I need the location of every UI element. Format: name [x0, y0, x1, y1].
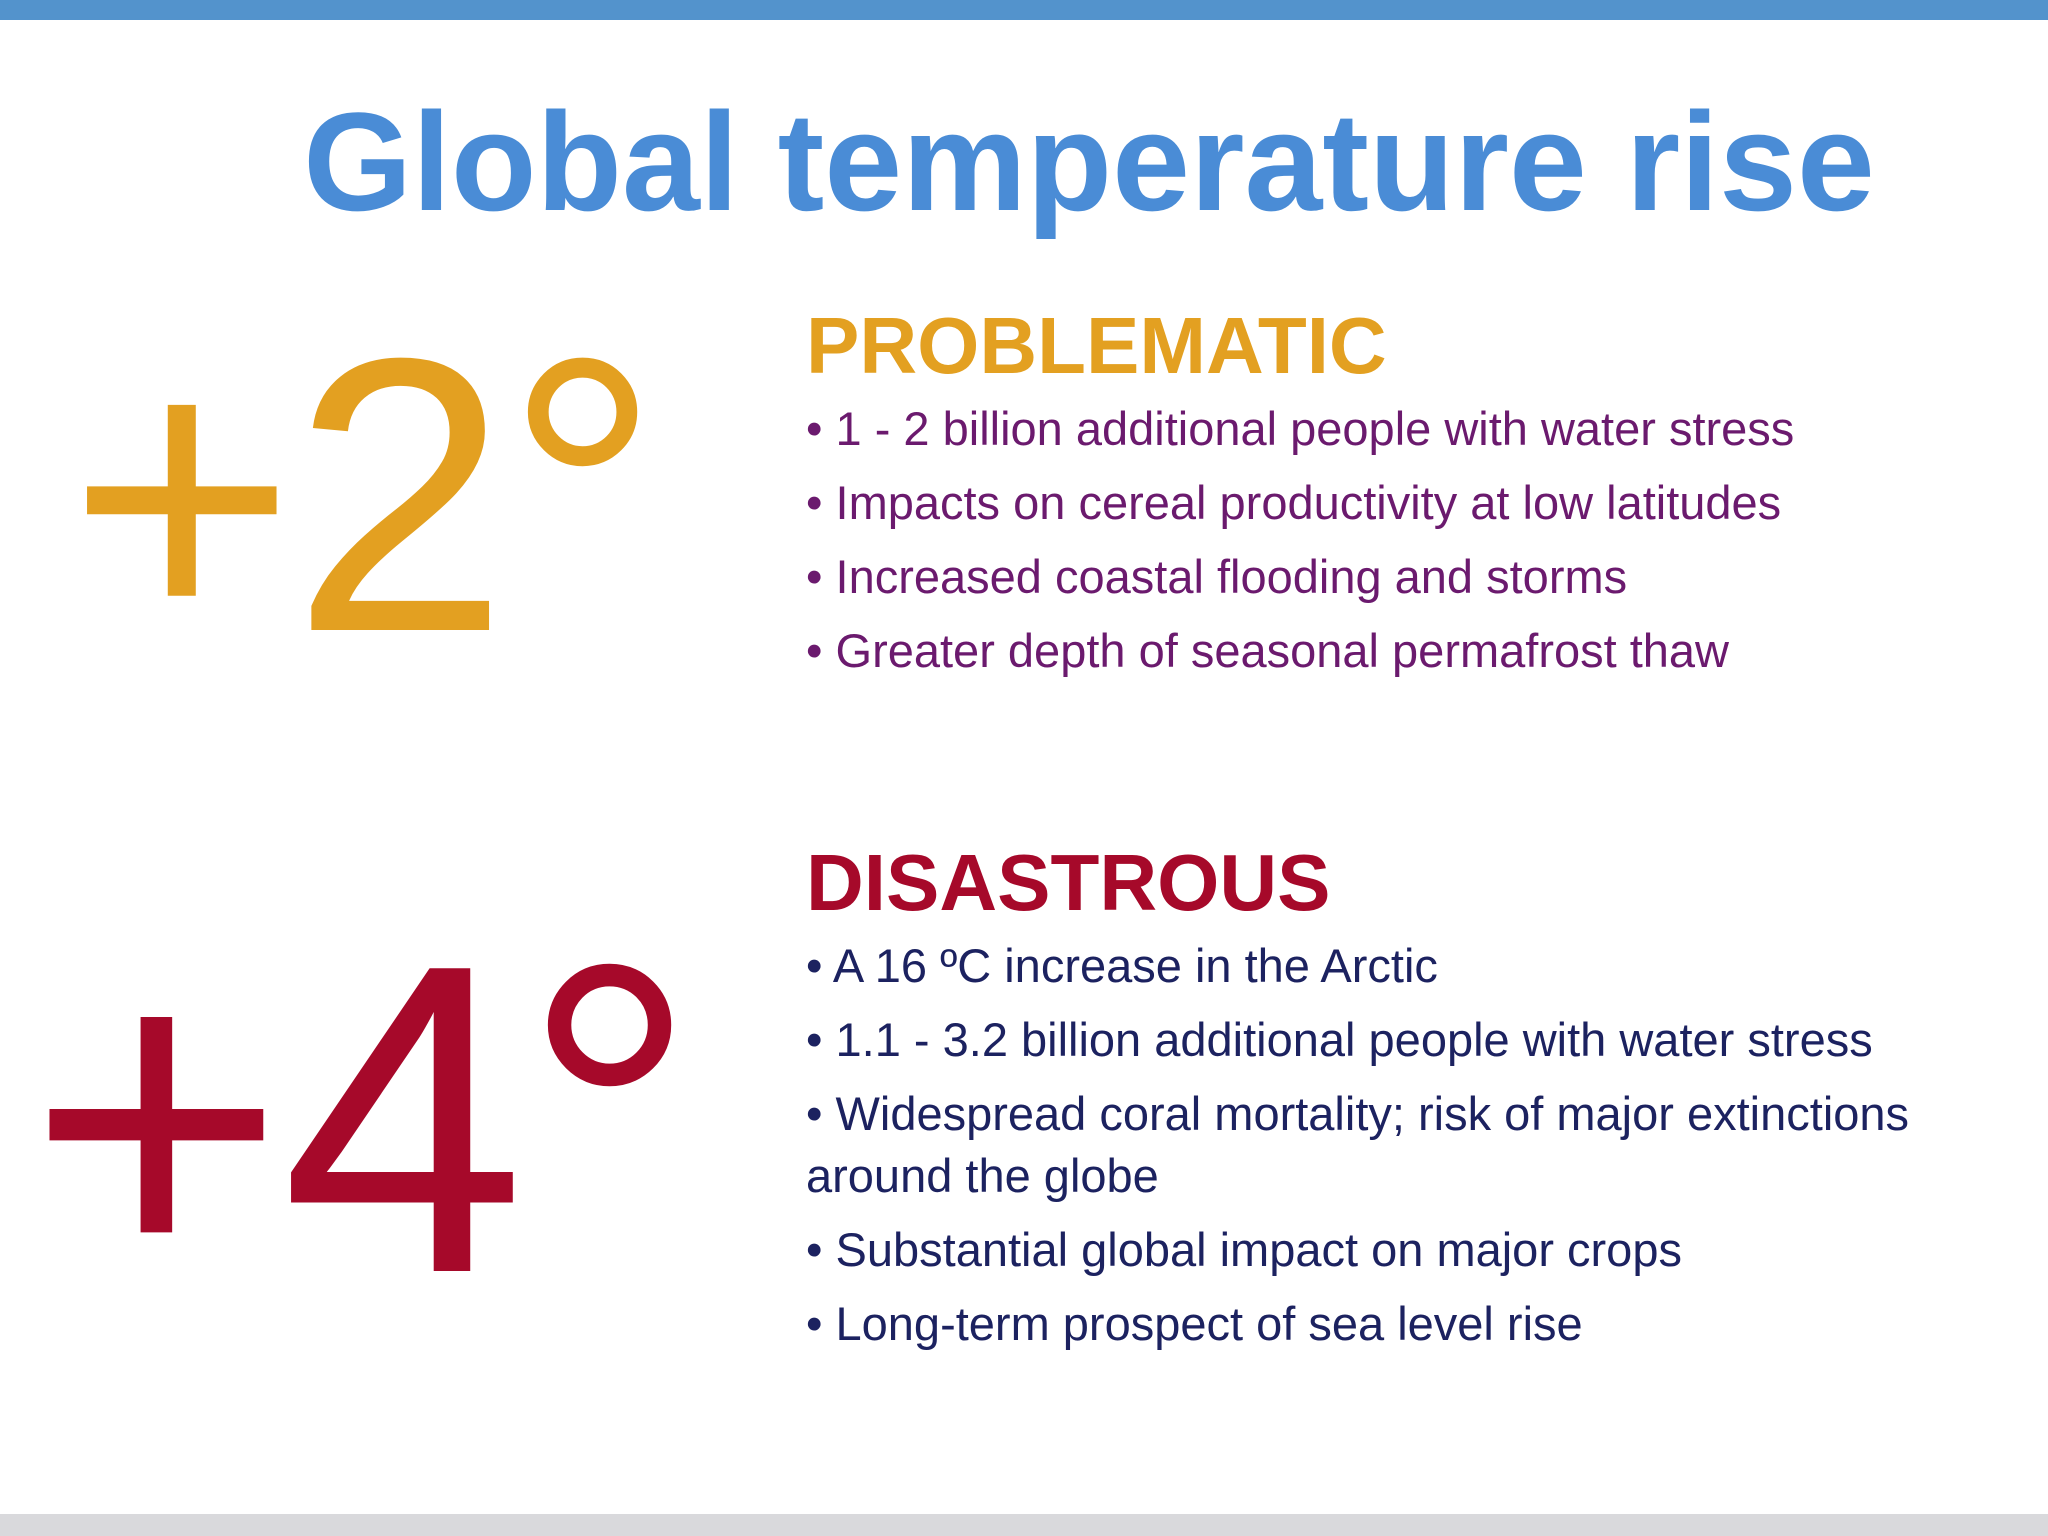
list-item: • Long-term prospect of sea level rise — [806, 1297, 1583, 1350]
problematic-heading: PROBLEMATIC — [806, 301, 1387, 390]
disastrous-heading: DISASTROUS — [806, 838, 1331, 927]
problematic-bullet-list: • 1 - 2 billion additional people with w… — [806, 398, 2026, 682]
list-item: • 1.1 - 3.2 billion additional people wi… — [806, 1013, 1873, 1066]
disastrous-bullet-list: • A 16 ºC increase in the Arctic • 1.1 -… — [806, 935, 2026, 1355]
list-item: • 1 - 2 billion additional people with w… — [806, 402, 1795, 455]
problematic-section: PROBLEMATIC • 1 - 2 billion additional p… — [806, 300, 2026, 694]
disastrous-section: DISASTROUS • A 16 ºC increase in the Arc… — [806, 837, 2026, 1367]
list-item: • Substantial global impact on major cro… — [806, 1223, 1682, 1276]
temperature-rise-2: +2° — [68, 277, 661, 713]
slide-title: Global temperature rise — [303, 83, 1875, 240]
list-item: • Widespread coral mortality; risk of ma… — [806, 1087, 1910, 1202]
top-accent-bar — [0, 0, 2048, 20]
temperature-rise-4: +4° — [28, 874, 698, 1365]
bottom-accent-bar — [0, 1514, 2048, 1536]
list-item: • Impacts on cereal productivity at low … — [806, 476, 1782, 529]
list-item: • Greater depth of seasonal permafrost t… — [806, 624, 1729, 677]
list-item: • Increased coastal flooding and storms — [806, 550, 1628, 603]
list-item: • A 16 ºC increase in the Arctic — [806, 939, 1438, 992]
